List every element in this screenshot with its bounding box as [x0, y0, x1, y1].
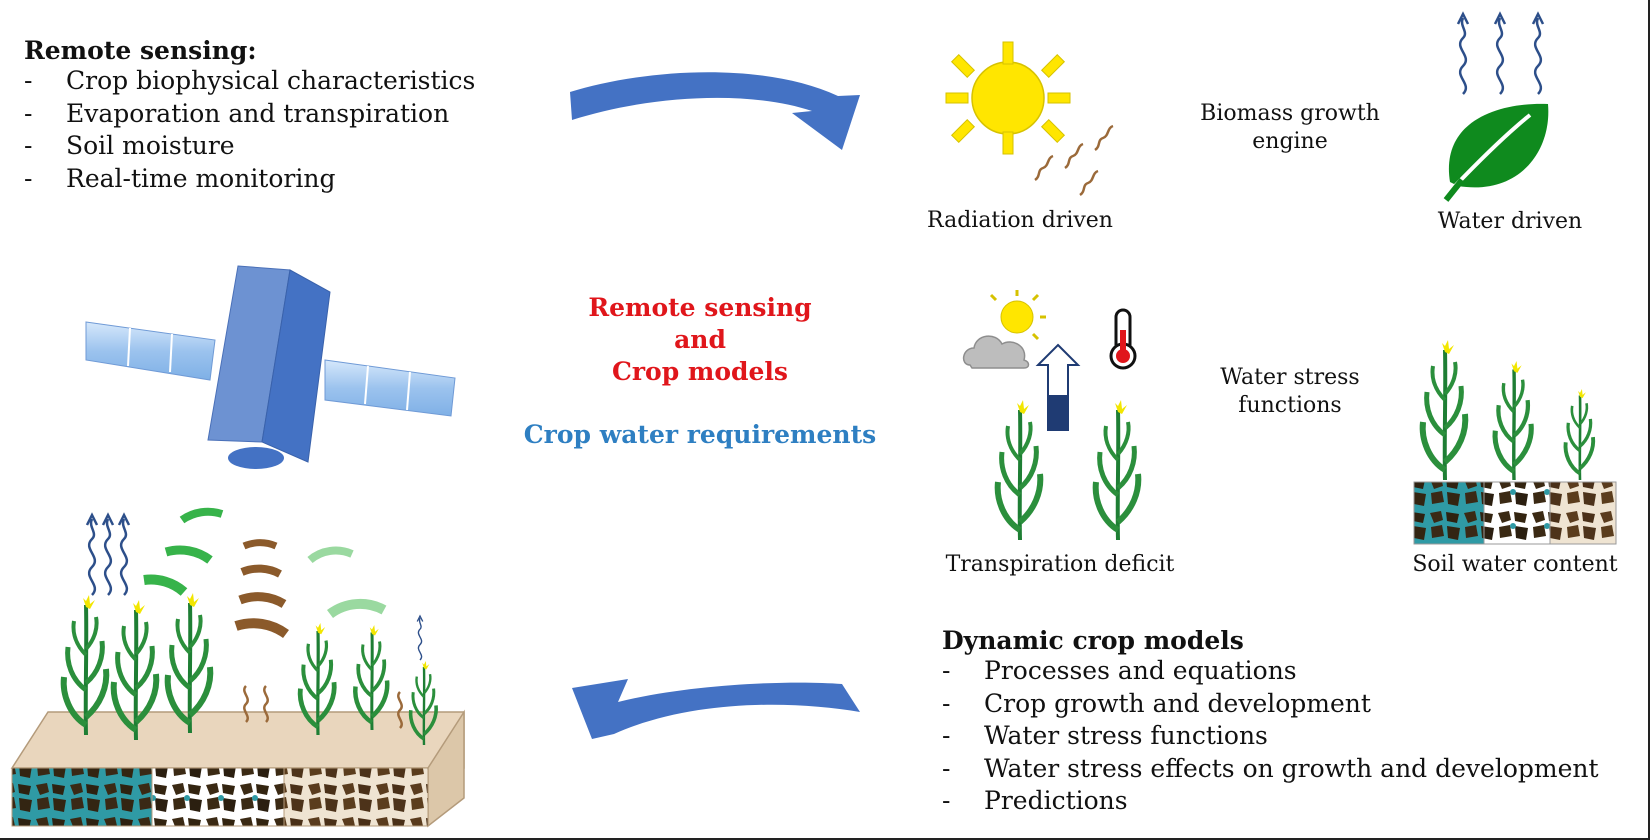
soil-water-content-label: Soil water content — [1412, 552, 1618, 577]
water-stress-label-line1: Water stress — [1220, 365, 1360, 390]
list-item: - Crop biophysical characteristics — [24, 65, 475, 98]
list-dash: - — [942, 753, 951, 783]
list-dash: - — [24, 131, 33, 160]
transpiration-deficit-label: Transpiration deficit — [945, 552, 1175, 577]
center-title: Remote sensing and Crop models — [560, 292, 840, 388]
center-title-line1: Remote sensing — [588, 293, 812, 322]
biomass-label-line1: Biomass growth — [1200, 101, 1380, 126]
up-arrow-icon — [1035, 343, 1081, 431]
leaf-icon — [1443, 103, 1549, 202]
water-driven-label: Water driven — [1437, 209, 1583, 234]
list-dash: - — [942, 721, 951, 750]
list-item: - Real-time monitoring — [24, 163, 475, 196]
list-dash: - — [24, 66, 33, 95]
field-soil-block — [10, 709, 465, 828]
remote-sensing-title: Remote sensing: — [24, 36, 257, 65]
list-item: - Water stress functions — [942, 720, 1599, 753]
list-dash: - — [942, 688, 951, 718]
remote-sensing-list: - Crop biophysical characteristics - Evapo… — [24, 65, 475, 195]
list-item: - Evaporation and transpiration — [24, 98, 475, 131]
list-item-text: Crop growth and development — [984, 688, 1371, 718]
list-item-text: Evaporation and transpiration — [66, 98, 450, 128]
dynamic-models-list: - Processes and equations - Crop growth an… — [942, 655, 1599, 818]
water-stress-label-line2: functions — [1238, 393, 1342, 418]
sun-icon — [945, 41, 1071, 155]
cloud-sun-icon — [962, 290, 1046, 369]
heat-waves-icon — [1034, 124, 1114, 197]
biomass-label-line2: engine — [1252, 129, 1328, 154]
evaporation-waves-icon — [1456, 12, 1545, 96]
center-subtitle: Crop water requirements — [523, 420, 877, 449]
list-item-text: Processes and equations — [984, 656, 1297, 685]
list-dash: - — [942, 656, 951, 685]
curved-arrow-top — [570, 72, 860, 150]
list-item: - Predictions — [942, 785, 1599, 818]
list-dash: - — [942, 786, 951, 815]
list-item-text: Crop biophysical characteristics — [66, 66, 476, 95]
center-title-line3: Crop models — [611, 357, 788, 386]
remote-sensing-section: Remote sensing: - Crop biophysical charac… — [24, 36, 475, 195]
list-item: - Processes and equations — [942, 655, 1599, 688]
center-title-line2: and — [674, 325, 726, 354]
list-item: - Soil moisture — [24, 130, 475, 163]
list-dash: - — [24, 98, 33, 128]
thermometer-icon — [1109, 308, 1137, 370]
list-item-text: Water stress functions — [984, 721, 1268, 750]
biomass-label: Biomass growth engine — [1180, 100, 1400, 156]
curved-arrow-bottom — [572, 679, 860, 739]
radiation-driven-label: Radiation driven — [927, 208, 1113, 233]
list-item-text: Real-time monitoring — [66, 163, 336, 193]
list-dash: - — [24, 163, 33, 193]
list-item-text: Predictions — [984, 786, 1128, 815]
list-item-text: Soil moisture — [66, 131, 235, 160]
sensor-signal-icon — [143, 507, 387, 639]
list-item-text: Water stress effects on growth and devel… — [984, 753, 1599, 783]
list-item: - Water stress effects on growth and deve… — [942, 753, 1599, 786]
dynamic-models-title: Dynamic crop models — [942, 626, 1244, 655]
water-stress-label: Water stress functions — [1190, 364, 1390, 420]
list-item: - Crop growth and development — [942, 688, 1599, 721]
soil-water-content-icon — [1413, 340, 1617, 545]
satellite-icon — [85, 265, 456, 469]
dynamic-models-section: Dynamic crop models - Processes and equat… — [942, 626, 1599, 818]
